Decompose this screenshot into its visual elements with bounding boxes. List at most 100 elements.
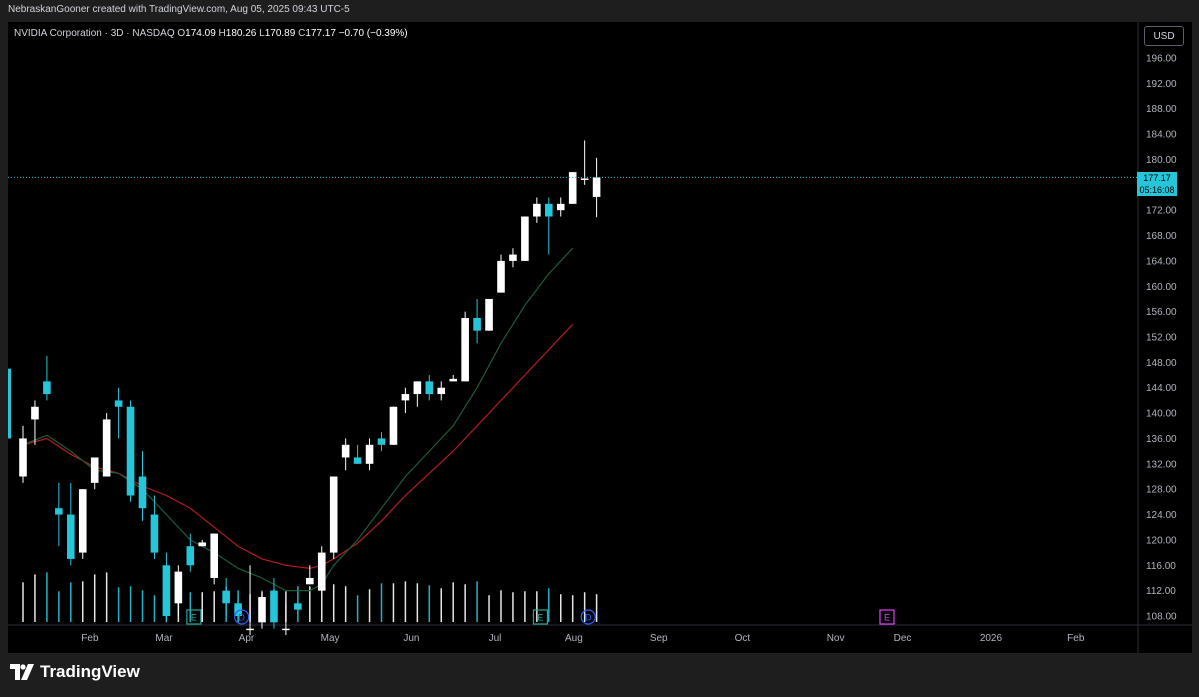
chart-credit: NebraskanGooner created with TradingView… xyxy=(8,4,350,15)
volume-bar xyxy=(201,592,203,622)
candle-body xyxy=(150,514,159,553)
volume-bar xyxy=(105,572,108,622)
tradingview-logo[interactable]: TradingView xyxy=(10,662,140,682)
y-tick-label: 188.00 xyxy=(1146,104,1177,115)
volume-bar xyxy=(189,592,192,622)
volume-bar xyxy=(213,591,215,622)
volume-bar xyxy=(368,589,371,622)
candle-body xyxy=(126,406,135,496)
candle-body xyxy=(234,603,242,616)
candle-body xyxy=(389,406,398,445)
ma-fast-line xyxy=(22,247,574,592)
marker-label: D xyxy=(238,613,245,623)
volume-bar xyxy=(583,592,586,622)
legend-open: 174.09 xyxy=(185,28,216,39)
volume-bar xyxy=(560,594,562,622)
currency-button[interactable]: USD xyxy=(1144,26,1184,46)
price-chart[interactable]: 108.00 112.00 116.00 120.00 124.00 128.00 132.… xyxy=(8,22,1192,653)
candle-body xyxy=(580,178,589,180)
candle-body xyxy=(556,203,565,211)
earnings-marker xyxy=(186,609,202,625)
marker-label: E xyxy=(884,613,890,623)
legend-low-label: L xyxy=(259,28,265,39)
y-tick-label: 148.00 xyxy=(1146,358,1177,369)
y-tick-label: 164.00 xyxy=(1146,256,1177,267)
volume-bar xyxy=(356,595,359,622)
candle-body xyxy=(186,546,195,566)
candle-body xyxy=(270,590,278,623)
volume-bar xyxy=(34,574,36,622)
x-tick-label: Sep xyxy=(650,633,668,644)
legend-high-label: H xyxy=(218,28,226,39)
x-tick-label: Oct xyxy=(735,633,751,644)
y-tick-label: 108.00 xyxy=(1146,612,1177,623)
y-tick-label: 156.00 xyxy=(1146,307,1177,318)
candle-body xyxy=(43,381,51,395)
y-tick-label: 112.00 xyxy=(1146,586,1176,597)
x-tick-label: Aug xyxy=(565,633,583,644)
candle-body xyxy=(425,381,434,395)
volume-bar xyxy=(153,595,156,622)
volume-bar xyxy=(392,583,395,622)
legend-symbol: NVIDIA Corporation · 3D · NASDAQ xyxy=(14,28,175,39)
volume-bar xyxy=(404,581,407,622)
candle-body xyxy=(341,444,350,458)
candle-body xyxy=(485,298,493,331)
candle-body xyxy=(317,552,326,591)
marker-label: E xyxy=(537,613,543,623)
candle-body xyxy=(365,444,374,464)
y-tick-label: 192.00 xyxy=(1146,79,1177,90)
x-tick-label: Mar xyxy=(155,633,173,644)
y-tick-label: 160.00 xyxy=(1146,282,1177,293)
candle-body xyxy=(592,177,601,197)
candle-body xyxy=(497,260,505,293)
dividend-marker xyxy=(234,609,250,625)
candle-body xyxy=(377,438,386,445)
bar-countdown: 05:16:08 xyxy=(1139,185,1175,195)
candle-body-clipped xyxy=(8,368,11,439)
volume-bar xyxy=(452,582,454,622)
volume-bar xyxy=(58,591,60,622)
y-tick-label: 120.00 xyxy=(1146,535,1177,546)
y-tick-label: 132.00 xyxy=(1146,459,1177,470)
candle-body xyxy=(437,387,446,395)
candle-body xyxy=(102,419,111,477)
x-tick-label: Apr xyxy=(239,633,255,644)
candle-body xyxy=(521,216,529,261)
last-price-value: 177.17 xyxy=(1143,173,1171,183)
volume-bar xyxy=(524,591,526,622)
candle-body xyxy=(246,628,254,631)
volume-bar xyxy=(332,584,335,622)
candle-body xyxy=(509,254,517,261)
y-tick-label: 168.00 xyxy=(1146,231,1177,242)
y-tick-label: 180.00 xyxy=(1146,155,1177,166)
y-tick-label: 116.00 xyxy=(1146,561,1176,572)
candle-body xyxy=(294,603,302,610)
volume-bar xyxy=(309,586,311,622)
volume-bar xyxy=(488,595,490,622)
volume-bar xyxy=(344,586,347,622)
volume-bar xyxy=(428,585,431,622)
chart-panel[interactable]: 108.00 112.00 116.00 120.00 124.00 128.00 132.… xyxy=(8,22,1192,653)
candle-body xyxy=(258,596,266,623)
candle-body xyxy=(138,476,147,509)
volume-bar xyxy=(548,588,550,622)
candle-body xyxy=(174,571,183,604)
candle-body xyxy=(114,400,123,407)
x-tick-label: Jul xyxy=(489,633,502,644)
marker-label: E xyxy=(191,613,197,623)
legend-high: 180.26 xyxy=(225,28,257,39)
candle-body xyxy=(329,476,338,553)
volume-bar xyxy=(70,582,72,622)
candle-body xyxy=(461,317,469,382)
future-earnings-marker xyxy=(879,609,895,625)
legend-close-label: C xyxy=(298,28,306,39)
legend-change: −0.70 (−0.39%) xyxy=(338,28,408,39)
volume-bar xyxy=(321,586,323,622)
volume-bar xyxy=(464,584,466,622)
footer-brand: TradingView xyxy=(40,662,140,681)
last-price-label: 177.17 05:16:08 xyxy=(1137,172,1177,196)
candle-body xyxy=(282,628,290,631)
candle-body xyxy=(90,457,99,483)
y-tick-label: 140.00 xyxy=(1146,409,1177,420)
